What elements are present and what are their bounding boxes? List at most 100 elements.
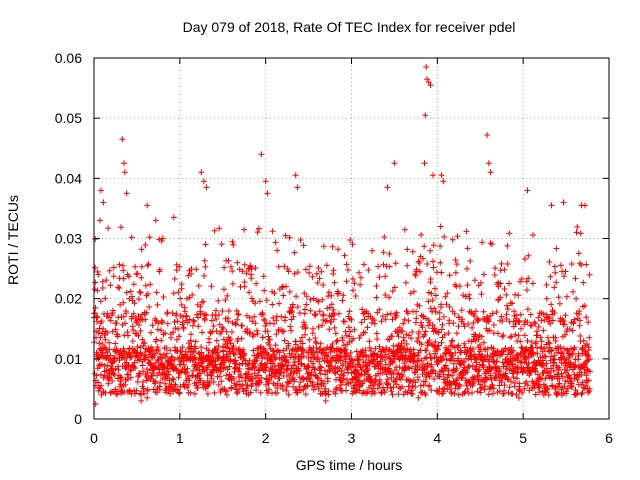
- data-point: [307, 378, 314, 385]
- data-point: [341, 252, 348, 259]
- data-point: [409, 391, 416, 398]
- data-point: [118, 374, 125, 381]
- data-point: [568, 261, 575, 267]
- data-point: [319, 296, 326, 303]
- data-point: [574, 390, 581, 397]
- data-point: [462, 293, 469, 300]
- data-point: [223, 328, 230, 335]
- data-point: [438, 269, 445, 276]
- data-point: [579, 389, 586, 396]
- data-point: [91, 286, 98, 293]
- data-point: [512, 331, 519, 338]
- data-point: [246, 289, 253, 296]
- data-point: [115, 284, 121, 291]
- data-point: [244, 382, 251, 389]
- data-point: [229, 280, 236, 287]
- data-point: [352, 293, 359, 299]
- data-point: [213, 307, 219, 314]
- data-point: [246, 314, 253, 321]
- data-point: [203, 312, 210, 319]
- data-point: [294, 269, 301, 276]
- data-point: [159, 355, 166, 362]
- data-point: [92, 264, 99, 271]
- data-point: [570, 319, 577, 326]
- data-point: [501, 286, 508, 292]
- data-point: [437, 243, 444, 250]
- data-point: [323, 317, 330, 324]
- data-point: [232, 320, 239, 327]
- data-point: [148, 329, 154, 336]
- data-point: [539, 362, 546, 369]
- data-point: [378, 318, 385, 325]
- data-point: [373, 330, 380, 337]
- data-point: [504, 306, 511, 313]
- data-point: [389, 333, 396, 340]
- data-point: [144, 262, 151, 269]
- data-point: [568, 384, 575, 390]
- data-point: [318, 364, 325, 371]
- data-point: [144, 202, 151, 209]
- data-point: [490, 385, 497, 392]
- data-point: [233, 321, 239, 328]
- data-point: [440, 178, 447, 185]
- data-point: [530, 232, 536, 238]
- data-point: [117, 381, 124, 388]
- data-point: [330, 267, 337, 274]
- data-point: [495, 330, 501, 337]
- data-point: [97, 385, 104, 392]
- data-point: [578, 262, 585, 269]
- data-point: [365, 267, 372, 273]
- data-point: [335, 246, 342, 253]
- data-point: [162, 380, 169, 387]
- data-point: [130, 310, 137, 317]
- data-point: [584, 341, 590, 347]
- data-point: [343, 381, 349, 388]
- data-point: [585, 347, 592, 353]
- data-point: [420, 255, 426, 262]
- data-point: [173, 310, 180, 317]
- data-point: [300, 386, 307, 393]
- data-point: [112, 340, 119, 347]
- data-point: [241, 261, 248, 268]
- data-point: [127, 367, 134, 374]
- data-points: [91, 64, 593, 407]
- data-point: [484, 352, 491, 359]
- data-point: [301, 383, 308, 390]
- data-point: [326, 289, 332, 296]
- data-point: [499, 318, 506, 325]
- data-point: [346, 308, 353, 315]
- data-point: [173, 336, 180, 343]
- data-point: [309, 382, 315, 389]
- data-point: [281, 337, 288, 344]
- data-point: [514, 351, 521, 358]
- data-point: [214, 349, 221, 356]
- data-point: [188, 331, 194, 338]
- data-point: [277, 369, 284, 376]
- data-point: [194, 384, 201, 391]
- y-axis-label: ROTI / TECUs: [5, 195, 21, 285]
- data-point: [163, 350, 170, 357]
- data-point: [584, 385, 591, 392]
- data-point: [551, 263, 558, 270]
- data-point: [540, 310, 547, 317]
- data-point: [504, 261, 511, 267]
- data-point: [569, 327, 576, 334]
- data-point: [456, 314, 462, 321]
- data-point: [225, 318, 232, 325]
- data-point: [426, 382, 433, 389]
- data-point: [579, 379, 586, 386]
- data-point: [158, 327, 164, 334]
- data-point: [398, 342, 405, 349]
- data-point: [251, 363, 258, 370]
- data-point: [140, 385, 147, 392]
- data-point: [176, 390, 183, 397]
- data-point: [182, 381, 188, 388]
- data-point: [271, 363, 278, 370]
- data-point: [281, 263, 288, 270]
- data-point: [395, 391, 402, 397]
- data-point: [557, 344, 564, 351]
- data-point: [436, 316, 443, 323]
- data-point: [259, 311, 266, 318]
- data-point: [287, 370, 294, 377]
- data-point: [523, 278, 530, 285]
